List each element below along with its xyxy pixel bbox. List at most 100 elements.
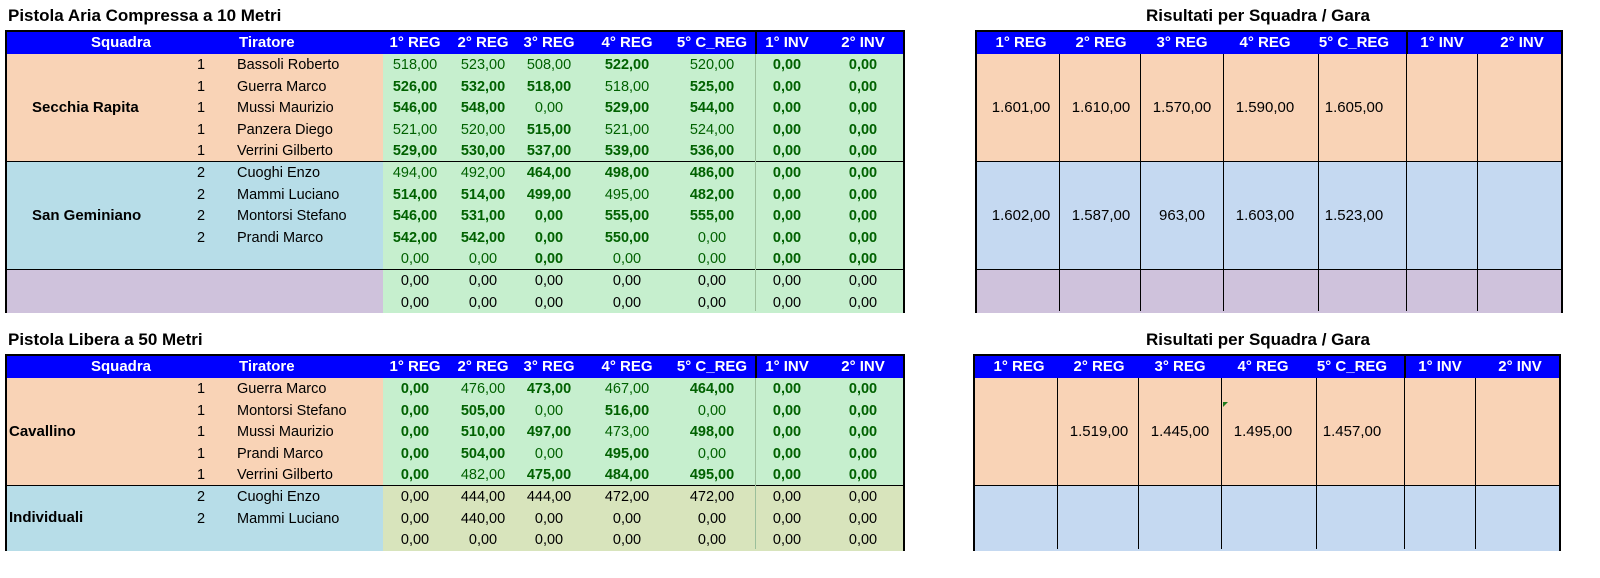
shooter-name[interactable]: Guerra Marco bbox=[237, 78, 327, 95]
team-name[interactable]: Individuali bbox=[9, 509, 84, 527]
score-cell[interactable]: 482,00 bbox=[689, 186, 735, 203]
shooter-name[interactable]: Cuoghi Enzo bbox=[237, 165, 321, 181]
score-cell[interactable]: 486,00 bbox=[689, 165, 735, 181]
shooter-name[interactable]: Bassoli Roberto bbox=[237, 57, 340, 73]
score-cell[interactable]: 0,00 bbox=[400, 402, 430, 419]
column-header[interactable]: 5° C_REG bbox=[1316, 358, 1388, 375]
score-cell[interactable]: 536,00 bbox=[689, 143, 735, 160]
column-header[interactable]: 2° REG bbox=[457, 358, 509, 375]
score-cell[interactable]: 0,00 bbox=[772, 467, 802, 484]
score-cell[interactable]: 484,00 bbox=[604, 467, 650, 484]
column-header[interactable]: 2° REG bbox=[457, 34, 509, 51]
column-header[interactable]: 3° REG bbox=[523, 358, 575, 375]
score-cell[interactable]: 0,00 bbox=[848, 186, 878, 203]
score-cell[interactable]: 0,00 bbox=[697, 294, 727, 311]
score-cell[interactable]: 0,00 bbox=[468, 273, 498, 289]
score-cell[interactable]: 515,00 bbox=[526, 121, 572, 138]
column-header[interactable]: Tiratore bbox=[239, 34, 295, 51]
score-cell[interactable]: 0,00 bbox=[534, 445, 564, 462]
column-header[interactable]: 3° REG bbox=[1156, 34, 1208, 51]
column-header[interactable]: 1° REG bbox=[993, 358, 1045, 375]
score-cell[interactable]: 521,00 bbox=[604, 121, 650, 138]
column-header[interactable]: 5° C_REG bbox=[1318, 34, 1390, 51]
score-cell[interactable]: 539,00 bbox=[604, 143, 650, 160]
score-cell[interactable]: 0,00 bbox=[848, 78, 878, 95]
score-cell[interactable]: 444,00 bbox=[460, 489, 506, 505]
score-cell[interactable]: 530,00 bbox=[460, 143, 506, 160]
score-cell[interactable]: 0,00 bbox=[772, 165, 802, 181]
score-cell[interactable]: 472,00 bbox=[689, 489, 735, 505]
score-cell[interactable]: 0,00 bbox=[468, 251, 498, 268]
shooter-name[interactable]: Cuoghi Enzo bbox=[237, 489, 321, 505]
score-cell[interactable]: 0,00 bbox=[772, 100, 802, 117]
shooter-name[interactable]: Mussi Maurizio bbox=[237, 424, 334, 441]
shooter-name[interactable]: Montorsi Stefano bbox=[237, 208, 347, 225]
column-header[interactable]: 2° INV bbox=[1500, 34, 1544, 51]
score-cell[interactable]: 0,00 bbox=[772, 208, 802, 225]
score-cell[interactable]: 0,00 bbox=[772, 489, 802, 505]
score-cell[interactable]: 0,00 bbox=[848, 294, 878, 311]
score-cell[interactable]: 495,00 bbox=[604, 186, 650, 203]
score-cell[interactable]: 546,00 bbox=[392, 208, 438, 225]
team-total[interactable]: 1.495,00 bbox=[1233, 423, 1293, 440]
column-header[interactable]: 1° INV bbox=[765, 358, 809, 375]
score-cell[interactable]: 495,00 bbox=[604, 445, 650, 462]
score-cell[interactable]: 0,00 bbox=[534, 294, 564, 311]
score-cell[interactable]: 0,00 bbox=[697, 445, 727, 462]
column-header[interactable]: 2° INV bbox=[841, 34, 885, 51]
score-cell[interactable]: 0,00 bbox=[400, 445, 430, 462]
score-cell[interactable]: 0,00 bbox=[848, 57, 878, 73]
score-cell[interactable]: 482,00 bbox=[460, 467, 506, 484]
score-cell[interactable]: 0,00 bbox=[848, 402, 878, 419]
score-cell[interactable]: 0,00 bbox=[848, 143, 878, 160]
score-cell[interactable]: 0,00 bbox=[772, 121, 802, 138]
score-cell[interactable]: 0,00 bbox=[534, 208, 564, 225]
score-cell[interactable]: 505,00 bbox=[460, 402, 506, 419]
score-cell[interactable]: 0,00 bbox=[400, 273, 430, 289]
score-cell[interactable]: 0,00 bbox=[848, 532, 878, 549]
score-cell[interactable]: 0,00 bbox=[534, 100, 564, 117]
score-cell[interactable]: 0,00 bbox=[534, 402, 564, 419]
score-cell[interactable]: 464,00 bbox=[689, 381, 735, 397]
team-total[interactable]: 1.610,00 bbox=[1071, 99, 1131, 116]
score-cell[interactable]: 0,00 bbox=[612, 532, 642, 549]
score-cell[interactable]: 0,00 bbox=[848, 445, 878, 462]
team-total[interactable]: 1.570,00 bbox=[1152, 99, 1212, 116]
team-total[interactable]: 1.590,00 bbox=[1235, 99, 1295, 116]
team-name[interactable]: Secchia Rapita bbox=[32, 99, 139, 116]
shooter-name[interactable]: Panzera Diego bbox=[237, 121, 333, 138]
score-cell[interactable]: 0,00 bbox=[400, 381, 430, 397]
score-cell[interactable]: 0,00 bbox=[534, 510, 564, 527]
score-cell[interactable]: 520,00 bbox=[689, 57, 735, 73]
score-cell[interactable]: 0,00 bbox=[772, 229, 802, 246]
score-cell[interactable]: 0,00 bbox=[772, 532, 802, 549]
score-cell[interactable]: 526,00 bbox=[392, 78, 438, 95]
score-cell[interactable]: 0,00 bbox=[772, 294, 802, 311]
shooter-name[interactable]: Montorsi Stefano bbox=[237, 402, 347, 419]
column-header[interactable]: 2° REG bbox=[1073, 358, 1125, 375]
score-cell[interactable]: 523,00 bbox=[460, 57, 506, 73]
score-cell[interactable]: 514,00 bbox=[460, 186, 506, 203]
score-cell[interactable]: 498,00 bbox=[689, 424, 735, 441]
score-cell[interactable]: 0,00 bbox=[772, 143, 802, 160]
score-cell[interactable]: 467,00 bbox=[604, 381, 650, 397]
score-cell[interactable]: 0,00 bbox=[400, 251, 430, 268]
score-cell[interactable]: 495,00 bbox=[689, 467, 735, 484]
score-cell[interactable]: 0,00 bbox=[772, 510, 802, 527]
score-cell[interactable]: 0,00 bbox=[772, 424, 802, 441]
column-header[interactable]: 3° REG bbox=[1154, 358, 1206, 375]
shooter-name[interactable]: Mammi Luciano bbox=[237, 186, 340, 203]
score-cell[interactable]: 444,00 bbox=[526, 489, 572, 505]
score-cell[interactable]: 0,00 bbox=[534, 273, 564, 289]
score-cell[interactable]: 498,00 bbox=[604, 165, 650, 181]
score-cell[interactable]: 0,00 bbox=[772, 381, 802, 397]
team-total[interactable]: 1.457,00 bbox=[1322, 423, 1382, 440]
score-cell[interactable]: 472,00 bbox=[604, 489, 650, 505]
team-name[interactable]: San Geminiano bbox=[32, 207, 142, 224]
score-cell[interactable]: 497,00 bbox=[526, 424, 572, 441]
score-cell[interactable]: 0,00 bbox=[848, 467, 878, 484]
score-cell[interactable]: 525,00 bbox=[689, 78, 735, 95]
score-cell[interactable]: 0,00 bbox=[697, 229, 727, 246]
score-cell[interactable]: 0,00 bbox=[612, 273, 642, 289]
score-cell[interactable]: 0,00 bbox=[848, 229, 878, 246]
